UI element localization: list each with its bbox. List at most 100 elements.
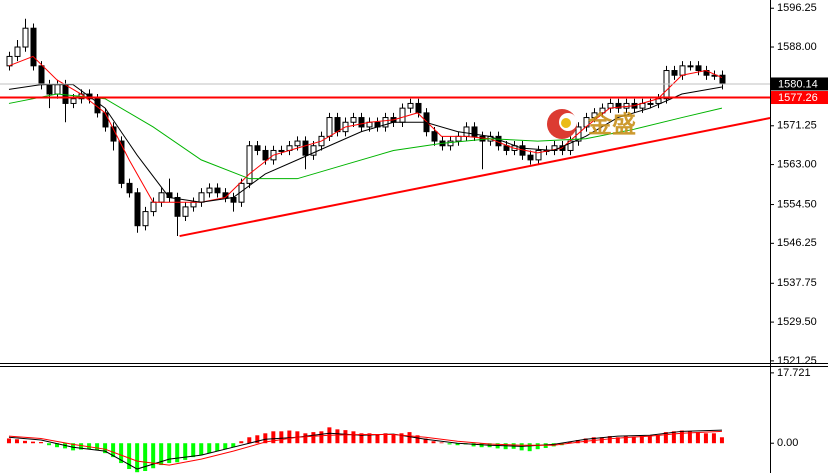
candle-body xyxy=(30,27,37,67)
candle-body xyxy=(623,102,630,109)
candle-body xyxy=(350,117,357,123)
watermark: 金盛 xyxy=(587,110,636,138)
macd-line xyxy=(8,429,722,470)
histogram-bar xyxy=(575,440,580,444)
candle-body xyxy=(415,102,422,114)
histogram-bar xyxy=(711,433,716,444)
histogram-bar xyxy=(143,443,148,472)
histogram-bar xyxy=(399,433,404,444)
candle-body xyxy=(679,65,686,76)
histogram-bar xyxy=(103,443,108,454)
histogram-bar xyxy=(471,443,476,447)
candle-body xyxy=(278,149,285,152)
candle-body xyxy=(174,196,181,217)
candle-body xyxy=(118,140,125,184)
y-tick-label: 1546.25 xyxy=(777,237,817,249)
histogram-bar xyxy=(607,436,612,444)
candle-body xyxy=(334,117,341,133)
candle-body xyxy=(615,102,622,109)
histogram-bar xyxy=(279,431,284,444)
candle-body xyxy=(358,117,365,128)
y-tick-label: 17.721 xyxy=(777,367,811,379)
histogram-bar xyxy=(183,443,188,460)
histogram-bar xyxy=(215,443,220,452)
logo-dot xyxy=(561,118,571,128)
histogram-bar xyxy=(679,430,684,444)
candle-body xyxy=(407,102,414,109)
y-tick-label: 1571.25 xyxy=(777,120,817,132)
histogram-bar xyxy=(431,441,436,444)
candle-body xyxy=(262,149,269,161)
histogram-bar xyxy=(703,433,708,444)
histogram-bar xyxy=(655,435,660,444)
histogram-bar xyxy=(671,431,676,444)
candle-body xyxy=(399,107,406,123)
candle-body xyxy=(599,107,606,114)
histogram-bar xyxy=(303,433,308,444)
candle-body xyxy=(54,84,61,95)
histogram-bar xyxy=(359,433,364,444)
histogram-bar xyxy=(383,433,388,444)
histogram-bar xyxy=(255,435,260,444)
candle-body xyxy=(326,117,333,137)
histogram-bar xyxy=(439,442,444,444)
candle-body xyxy=(463,126,470,137)
histogram-bar xyxy=(231,443,236,448)
candle-body xyxy=(142,211,149,227)
histogram-bar xyxy=(351,431,356,444)
y-tick-label: 1521.25 xyxy=(777,355,817,367)
histogram-bar xyxy=(631,436,636,444)
candle-body xyxy=(150,201,157,213)
y-tick-label: 1596.25 xyxy=(777,2,817,14)
histogram-bar xyxy=(175,443,180,463)
histogram-bar xyxy=(623,436,628,444)
histogram-bar xyxy=(311,432,316,444)
candle-body xyxy=(198,192,205,203)
histogram-bar xyxy=(247,437,252,444)
histogram-bar xyxy=(407,432,412,444)
candle-body xyxy=(687,65,694,68)
histogram-bar xyxy=(271,431,276,444)
histogram-bar xyxy=(599,437,604,444)
histogram-bar xyxy=(343,430,348,444)
histogram-bar xyxy=(119,443,124,464)
candle-body xyxy=(567,140,574,151)
histogram-bar xyxy=(159,443,164,466)
candle-body xyxy=(70,98,77,104)
macd-line xyxy=(8,430,722,466)
histogram-bar xyxy=(527,443,532,452)
histogram-bar xyxy=(223,443,228,450)
candle-body xyxy=(94,98,101,114)
histogram-bar xyxy=(22,440,27,444)
candle-body xyxy=(158,192,165,203)
candle-body xyxy=(447,140,454,147)
price-label: 1580.14 xyxy=(778,78,818,90)
histogram-bar xyxy=(207,443,212,454)
candle-body xyxy=(126,182,133,194)
y-tick-label: 1529.50 xyxy=(777,316,817,328)
histogram-bar xyxy=(535,443,540,450)
moving-average xyxy=(8,84,723,203)
candle-body xyxy=(535,149,542,161)
histogram-bar xyxy=(287,430,292,444)
histogram-bar xyxy=(111,443,116,458)
histogram-bar xyxy=(55,443,60,448)
candle-body xyxy=(206,187,213,194)
y-tick-label: 1563.00 xyxy=(777,158,817,170)
histogram-bar xyxy=(639,436,644,444)
histogram-bar xyxy=(167,443,172,464)
candle-body xyxy=(527,154,534,161)
price-label-box xyxy=(771,91,828,105)
candle-body xyxy=(431,131,438,142)
candle-body xyxy=(134,192,141,227)
histogram-bar xyxy=(695,432,700,444)
candle-body xyxy=(246,145,253,184)
histogram-bar xyxy=(87,443,92,450)
candle-body xyxy=(479,135,486,142)
histogram-bar xyxy=(335,429,340,444)
histogram-bar xyxy=(367,433,372,444)
histogram-bar xyxy=(239,441,244,444)
candle-body xyxy=(254,145,261,151)
